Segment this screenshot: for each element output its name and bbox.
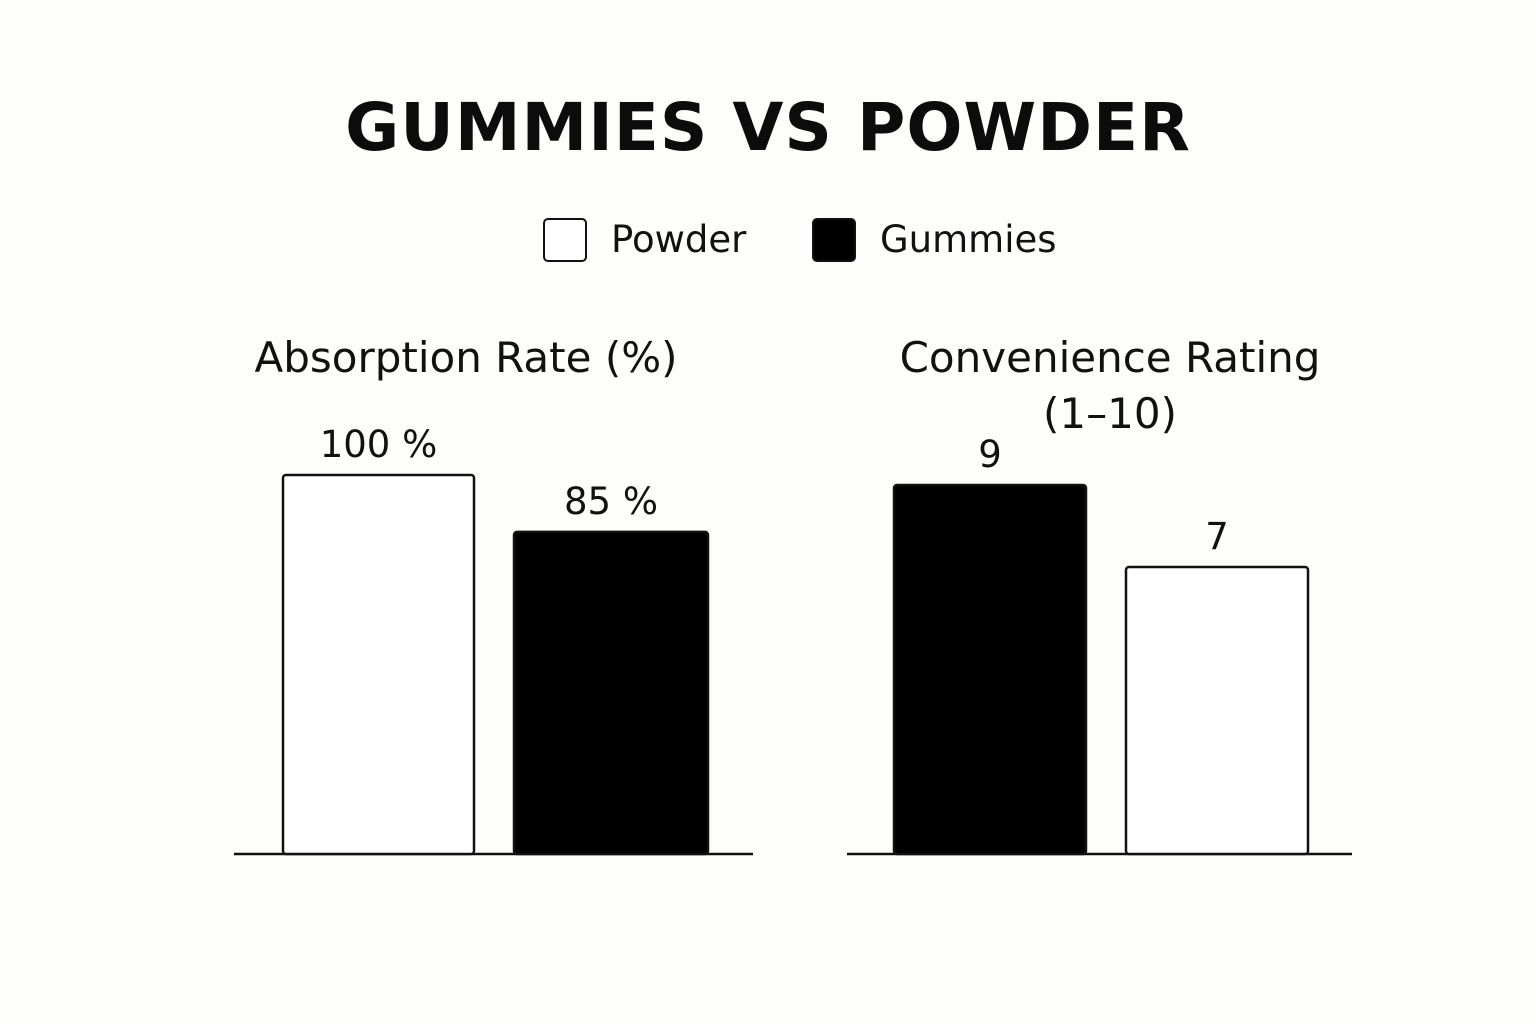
legend-item-powder: Powder xyxy=(543,216,746,264)
legend: Powder Gummies xyxy=(0,216,1536,264)
legend-item-gummies: Gummies xyxy=(812,216,1057,264)
absorption-bar-powder xyxy=(281,473,476,856)
convenience-bars: 97 xyxy=(892,433,1310,856)
convenience-chart-title: Convenience Rating (1–10) xyxy=(900,333,1321,438)
absorption-value-label-gummies: 85 % xyxy=(564,480,658,523)
legend-label-powder: Powder xyxy=(611,218,747,261)
convenience-bar-gummies xyxy=(892,483,1088,856)
legend-swatch-powder xyxy=(543,218,587,262)
convenience-value-label-gummies: 9 xyxy=(978,433,1002,476)
legend-swatch-gummies xyxy=(812,218,856,262)
convenience-title-line: Convenience Rating xyxy=(900,333,1321,382)
convenience-value-label-powder: 7 xyxy=(1205,515,1229,558)
absorption-title-text: Absorption Rate (%) xyxy=(254,333,677,382)
chart-title: GUMMIES VS POWDER xyxy=(345,89,1191,166)
absorption-bar-gummies xyxy=(512,530,710,856)
absorption-chart-title: Absorption Rate (%) xyxy=(254,333,677,382)
legend-label-gummies: Gummies xyxy=(880,218,1057,261)
chart-convenience: Convenience Rating (1–10) 97 xyxy=(847,333,1352,856)
convenience-title-line: (1–10) xyxy=(1043,389,1177,438)
absorption-value-label-powder: 100 % xyxy=(320,423,438,466)
absorption-bars: 100 % 85 % xyxy=(281,423,710,856)
convenience-bar-powder xyxy=(1124,565,1310,856)
chart-absorption: Absorption Rate (%) 100 % 85 % xyxy=(234,333,753,856)
